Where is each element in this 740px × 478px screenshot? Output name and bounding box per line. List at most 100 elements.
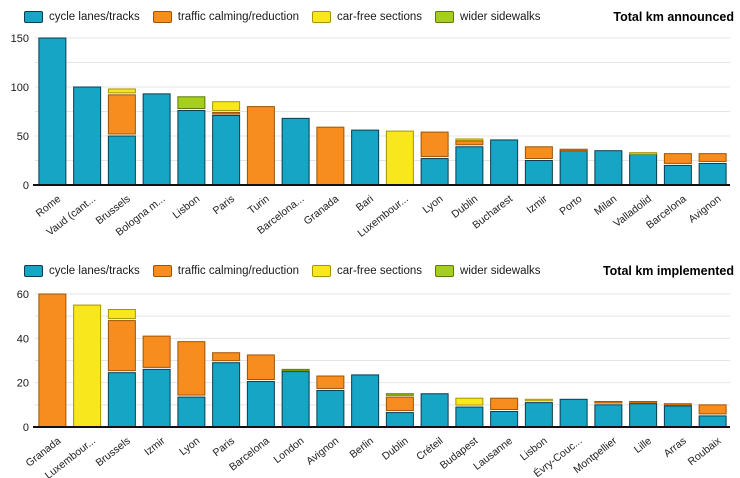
- x-tick-label: Lille: [632, 435, 654, 456]
- bar-segment-cycle: [420, 158, 449, 186]
- legend-label: wider sidewalks: [460, 265, 541, 277]
- bar-segment-traffic: [107, 94, 136, 135]
- bar-segment-cycle: [490, 139, 519, 186]
- bar-segment-cycle: [559, 398, 588, 428]
- x-tick-label: Bari: [354, 193, 376, 214]
- bar-segment-carfree: [524, 398, 553, 402]
- bar-segment-traffic: [698, 153, 727, 162]
- bar-segment-cycle: [281, 371, 310, 428]
- x-tick-label: Arras: [662, 435, 689, 460]
- bar-segment-traffic: [524, 146, 553, 159]
- bar-segment-cycle: [107, 135, 136, 186]
- cycle-lanes-swatch-icon: [24, 11, 43, 23]
- chart-implemented-section: cycle lanes/tracks traffic calming/reduc…: [0, 262, 740, 478]
- wider-sidewalks-swatch-icon: [435, 11, 455, 23]
- x-tick-label: Izmir: [142, 435, 168, 459]
- x-tick-label: Lyon: [420, 193, 445, 216]
- bar-segment-cycle: [455, 146, 484, 186]
- bar-segment-cycle: [142, 368, 171, 428]
- bar-segment-sidewalks: [177, 96, 206, 110]
- bar-segment-cycle: [663, 405, 692, 428]
- bar-segment-cycle: [212, 114, 241, 186]
- bar-segment-carfree: [629, 152, 658, 155]
- bar-segment-cycle: [351, 374, 380, 428]
- bar-segment-cycle: [281, 117, 310, 186]
- legend-label: car-free sections: [337, 11, 423, 23]
- bar-segment-traffic: [316, 126, 345, 186]
- x-tick-label: Lyon: [177, 435, 202, 458]
- x-tick-label: Lausanne: [471, 435, 515, 473]
- x-tick-label: Avignon: [304, 435, 341, 468]
- bar-segment-traffic: [107, 320, 136, 372]
- bar-segment-traffic: [177, 341, 206, 396]
- bar-segment-traffic: [629, 401, 658, 404]
- bar-segment-traffic: [455, 140, 484, 146]
- bar-segment-cycle: [663, 164, 692, 186]
- legend-item-wider-sidewalks: wider sidewalks: [435, 265, 541, 277]
- bar-segment-cycle: [594, 150, 623, 186]
- x-tick-label: Berlin: [347, 435, 376, 461]
- chart-title-implemented: Total km implemented: [602, 264, 734, 278]
- bar-segment-cycle: [698, 415, 727, 428]
- bar-segment-sidewalks: [385, 393, 414, 396]
- bar-segment-cycle: [142, 93, 171, 186]
- x-tick-label: Milan: [592, 193, 619, 218]
- bar-segment-cycle: [524, 402, 553, 428]
- y-tick-label: 40: [17, 333, 29, 345]
- bar-segment-cycle: [107, 372, 136, 428]
- car-free-swatch-icon: [312, 265, 331, 277]
- bar-segment-cycle: [594, 404, 623, 428]
- y-tick-label: 0: [23, 422, 29, 434]
- cycle-lanes-swatch-icon: [24, 265, 43, 277]
- chart-announced-section: cycle lanes/tracks traffic calming/reduc…: [0, 8, 740, 246]
- bar-segment-cycle: [524, 160, 553, 186]
- legend-row-announced: cycle lanes/tracks traffic calming/reduc…: [0, 8, 740, 26]
- bar-segment-cycle: [351, 129, 380, 186]
- bar-segment-carfree: [455, 138, 484, 141]
- y-tick-label: 100: [11, 82, 29, 94]
- legend-label: cycle lanes/tracks: [49, 265, 140, 277]
- bar-segment-traffic: [212, 352, 241, 362]
- bar-segment-cycle: [212, 362, 241, 428]
- legend-label: wider sidewalks: [460, 11, 541, 23]
- bar-segment-traffic: [316, 375, 345, 389]
- x-tick-label: Rome: [34, 193, 64, 220]
- legend-item-wider-sidewalks: wider sidewalks: [435, 11, 541, 23]
- stacked-bar-charts-page: cycle lanes/tracks traffic calming/reduc…: [0, 8, 740, 478]
- bar-segment-carfree: [107, 309, 136, 320]
- bar-segment-traffic: [246, 354, 275, 381]
- bar-segment-traffic: [663, 403, 692, 406]
- bar-segment-carfree: [212, 101, 241, 111]
- legend-label: car-free sections: [337, 265, 423, 277]
- bar-segment-traffic: [490, 397, 519, 410]
- legend-item-traffic-calming: traffic calming/reduction: [152, 11, 299, 23]
- bar-segment-carfree: [385, 130, 414, 186]
- bar-segment-cycle: [420, 393, 449, 428]
- bar-segment-traffic: [559, 148, 588, 152]
- y-tick-label: 0: [23, 180, 29, 192]
- legend-item-cycle-lanes: cycle lanes/tracks: [24, 265, 140, 277]
- bar-segment-cycle: [455, 406, 484, 428]
- x-tick-label: Lisbon: [170, 193, 202, 222]
- bar-segment-cycle: [559, 150, 588, 186]
- bar-segment-cycle: [177, 110, 206, 186]
- y-tick-label: 50: [17, 131, 29, 143]
- bar-segment-traffic: [594, 401, 623, 404]
- bar-segment-cycle: [73, 86, 102, 186]
- bar-segment-traffic: [663, 153, 692, 164]
- traffic-calming-swatch-icon: [152, 11, 172, 23]
- x-tick-label: Turin: [246, 193, 272, 217]
- x-tick-label: Dublin: [380, 435, 411, 463]
- bar-segment-cycle: [38, 37, 67, 186]
- legend-label: cycle lanes/tracks: [49, 11, 140, 23]
- bar-segment-cycle: [385, 412, 414, 428]
- chart-title-announced: Total km announced: [613, 10, 734, 24]
- bar-segment-traffic: [385, 396, 414, 412]
- x-tick-label: Paris: [211, 435, 237, 459]
- bar-segment-traffic: [246, 106, 275, 186]
- bar-segment-carfree: [73, 304, 102, 428]
- y-tick-label: 20: [17, 378, 29, 390]
- legend-label: traffic calming/reduction: [177, 11, 299, 23]
